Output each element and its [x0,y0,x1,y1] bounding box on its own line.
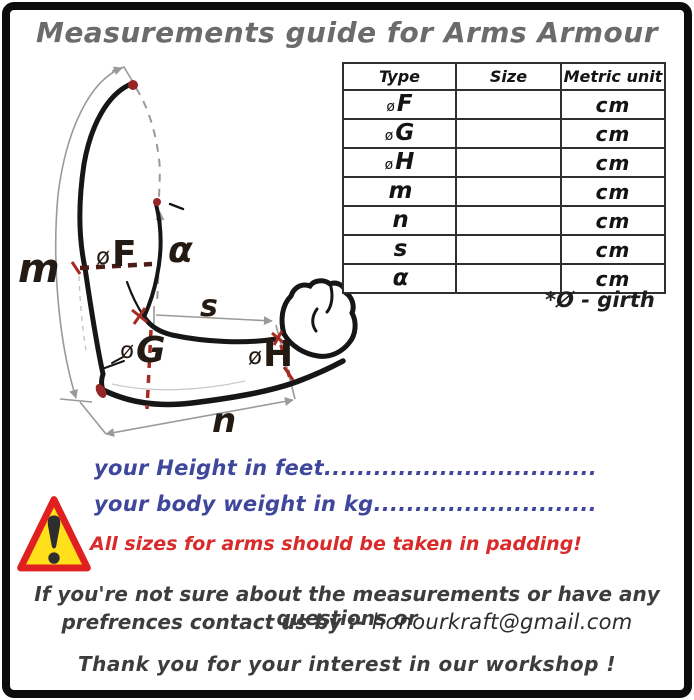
type-letter: G [395,120,415,146]
type-cell: s [344,236,455,263]
col-header-size: Size [455,64,560,89]
label-h: H [263,334,293,375]
type-letter: H [395,149,415,175]
size-cell [455,120,560,147]
unit-cell: cm [560,236,664,263]
diameter-symbol: ø [384,127,394,144]
dimension-guides [54,66,296,437]
unit-cell: cm [560,178,664,205]
type-cell: α [344,265,455,292]
diameter-symbol: ø [386,98,395,115]
label-f: F [112,234,137,275]
label-alpha: α [168,230,193,271]
unit-cell: cm [560,149,664,176]
col-header-unit: Metric unit [560,64,664,89]
unit-cell: cm [560,265,664,292]
type-letter: α [392,265,409,291]
girth-note: *Ø - girth [545,288,655,312]
type-letter: s [393,236,408,262]
label-n: n [212,401,236,441]
table-header-row: Type Size Metric unit [344,64,664,89]
size-cell [455,91,560,118]
type-cell: n [344,207,455,234]
contact-line-2: prefrences contact us by :- honourkraft@… [0,610,694,634]
size-cell [455,236,560,263]
warning-icon [17,496,91,572]
type-cell: m [344,178,455,205]
table-row: m cm [344,176,664,205]
contact-email: honourkraft@gmail.com [371,610,633,634]
size-cell [455,178,560,205]
label-g: G [136,330,166,371]
col-header-type: Type [379,67,420,86]
type-letter: n [392,207,409,233]
diagram-labels: m ø F α s ø G ø H n [18,230,293,441]
label-f-diameter: ø [96,244,110,270]
size-cell [455,265,560,292]
table-row: α cm [344,263,664,292]
contact-line-1: If you're not sure about the measurement… [34,582,660,630]
contact-line-2-prefix: prefrences contact us by :- [61,610,372,634]
label-h-diameter: ø [248,344,262,370]
unit-cell: cm [560,120,664,147]
thanks-line: Thank you for your interest in our works… [77,652,617,676]
size-cell [455,149,560,176]
type-letter: F [396,91,413,117]
type-letter: m [388,178,413,204]
label-m: m [18,246,60,292]
weight-input-line: your body weight in kg..................… [94,492,597,516]
table-row: n cm [344,205,664,234]
height-input-line: your Height in feet.....................… [94,456,598,480]
girth-marks [70,80,295,410]
label-g-diameter: ø [120,338,134,364]
size-cell [455,207,560,234]
table-row: s cm [344,234,664,263]
unit-cell: cm [560,207,664,234]
label-s: s [200,289,218,324]
armour-outline [77,81,358,408]
unit-cell: cm [560,91,664,118]
padding-warning: All sizes for arms should be taken in pa… [90,533,582,555]
diameter-symbol: ø [384,156,394,173]
page-title: Measurements guide for Arms Armour [35,16,659,49]
